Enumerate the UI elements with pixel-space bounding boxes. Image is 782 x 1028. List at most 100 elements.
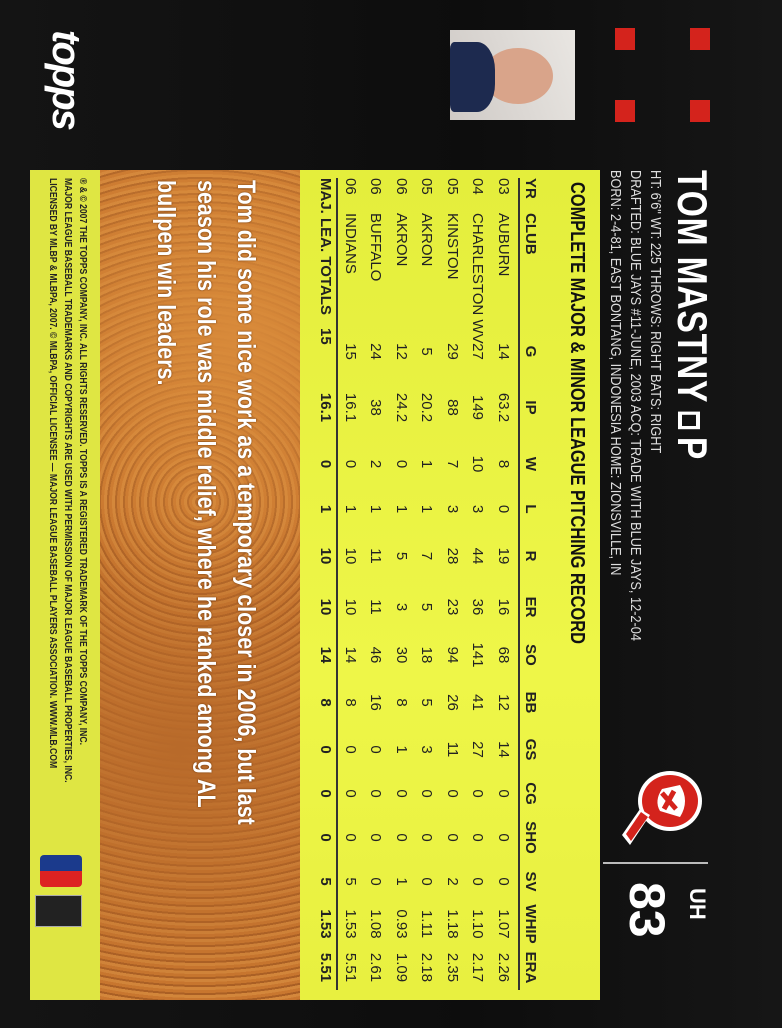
stats-cell: SHO [522, 821, 539, 854]
topps-logo: topps [44, 30, 88, 129]
stats-cell: 19 [495, 547, 512, 565]
stats-cell: 0 [393, 789, 410, 798]
stats-cell: 1 [393, 504, 410, 514]
stats-cell: 06 [393, 178, 410, 195]
stats-cell: 3 [444, 504, 461, 514]
player-photo [450, 30, 575, 120]
stats-cell: 18 [418, 646, 436, 664]
stats-cell: 5 [418, 698, 436, 707]
stats-cell: 0 [317, 459, 334, 469]
stats-box: COMPLETE MAJOR & MINOR LEAGUE PITCHING R… [300, 170, 600, 1000]
stats-cell: 0 [367, 745, 385, 754]
stats-cell: CLUB [522, 213, 539, 255]
stats-cell: 68 [495, 646, 512, 664]
stats-cell: 28 [444, 547, 461, 565]
stats-cell: R [522, 550, 539, 562]
stats-cell: 05 [418, 178, 436, 195]
bio-panel: Tom did some nice work as a temporary cl… [100, 170, 300, 1000]
stats-cell: 03 [495, 178, 512, 195]
stats-cell: BUFFALO [367, 213, 385, 282]
stats-cell: 1 [418, 459, 436, 469]
stats-cell: 1.11 [418, 909, 436, 939]
stats-cell: 2.26 [495, 952, 512, 983]
stats-cell: 3 [469, 504, 487, 514]
stats-cell: 38 [367, 399, 385, 416]
stats-cell: 16 [367, 694, 385, 711]
stats-cell: 11 [367, 599, 385, 615]
stats-cell: 5 [342, 877, 359, 886]
stats-cell: 2.18 [418, 952, 436, 983]
stats-cell: 44 [469, 547, 487, 565]
stats-cell: 15 [342, 343, 359, 360]
stats-cell: 06 [367, 178, 385, 195]
stats-cell: 1.10 [469, 909, 487, 939]
info-line: BORN: 2-4-81, EAST BONTANG, INDONESIA HO… [607, 170, 624, 576]
stats-cell: 10 [317, 547, 334, 565]
player-cap [450, 42, 495, 112]
stats-cell: 2.35 [444, 952, 461, 983]
stats-cell: 1.18 [444, 909, 461, 939]
stats-cell: IP [522, 400, 539, 415]
stats-cell: 10 [317, 598, 334, 616]
stats-cell: 1.09 [393, 952, 410, 983]
stats-cell: SO [522, 644, 539, 666]
stats-cell: 88 [444, 399, 461, 416]
stats-cell: 63.2 [495, 392, 512, 423]
stats-cell: 23 [444, 598, 461, 616]
stats-cell: 05 [444, 178, 461, 195]
stats-cell: 141 [469, 642, 487, 668]
stats-cell: CG [522, 782, 539, 805]
stats-cell: 0 [367, 877, 385, 886]
stats-cell: 2.17 [469, 952, 487, 983]
stats-cell: ERA [522, 951, 539, 984]
bio-line: Tom did some nice work as a temporary cl… [232, 180, 260, 825]
stats-cell: 29 [444, 343, 461, 360]
stats-cell: AKRON [418, 213, 436, 267]
info-line: DRAFTED: BLUE JAYS #11-JUNE, 2003 ACQ: T… [627, 170, 644, 641]
stats-cell: YR [522, 178, 539, 199]
stats-cell: 27 [469, 741, 487, 758]
card-number: 83 [619, 882, 675, 938]
stats-cell: 15 [317, 328, 334, 345]
red-square [615, 100, 635, 122]
stats-cell: 5 [418, 347, 436, 356]
stats-cell: 0 [469, 833, 487, 842]
stats-cell: 0 [495, 504, 512, 514]
stats-cell: 1 [418, 504, 436, 514]
stats-cell: SV [522, 871, 539, 892]
stats-cell: 0 [342, 459, 359, 469]
stats-cell: 2.61 [367, 952, 385, 983]
red-square [615, 28, 635, 50]
stats-cell: 0 [342, 789, 359, 798]
stats-cell: 3 [393, 602, 410, 612]
bio-line: season his role was middle relief, where… [192, 180, 220, 808]
stats-cell: 5.51 [317, 952, 334, 983]
stats-title: COMPLETE MAJOR & MINOR LEAGUE PITCHING R… [566, 182, 588, 644]
stats-cell: 26 [444, 694, 461, 711]
indians-logo-icon [622, 771, 702, 845]
stats-cell: 2 [367, 459, 385, 469]
stats-cell: 0 [418, 877, 436, 886]
legal-line: ® & © 2007 THE TOPPS COMPANY, INC. ALL R… [77, 178, 89, 746]
stats-cell: MAJ. LEA. TOTALS [317, 178, 334, 315]
stats-cell: 30 [393, 646, 410, 664]
stats-cell: 0 [393, 459, 410, 469]
stats-header-row: YR CLUB G IP W L R ER SO BB GS CG SHO SV WHIP ERA [520, 178, 540, 990]
mlb-logo-icon [40, 855, 82, 887]
stats-cell: 0 [495, 877, 512, 886]
stats-cell: 0 [367, 789, 385, 798]
stats-cell: 5.51 [342, 952, 359, 983]
red-square [690, 100, 710, 122]
mlbpa-logo-icon [35, 895, 82, 927]
stats-cell: 0 [495, 789, 512, 798]
stats-cell: 5 [418, 602, 436, 612]
stats-cell: 8 [393, 698, 410, 707]
stats-cell: 0 [444, 833, 461, 842]
stats-cell: 0 [418, 789, 436, 798]
rule [518, 178, 520, 990]
stats-cell: 06 [342, 178, 359, 195]
stats-cell: 24.2 [393, 392, 410, 423]
stats-cell: 41 [469, 694, 487, 711]
divider [603, 862, 708, 864]
stats-cell: 0.93 [393, 909, 410, 939]
